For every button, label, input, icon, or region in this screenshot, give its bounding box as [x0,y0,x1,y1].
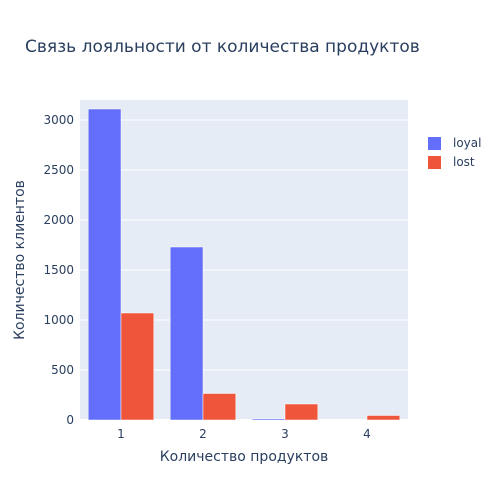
bar-lost-4[interactable] [366,415,401,421]
legend-item-lost[interactable]: lost [428,155,475,169]
y-tick-label: 500 [51,363,74,377]
y-tick-label: 0 [66,413,74,427]
y-tick-label: 1500 [43,263,74,277]
x-axis-ticks: 1 2 3 4 [117,427,371,441]
x-tick-label: 3 [281,427,289,441]
bar-lost-2[interactable] [202,393,237,421]
y-axis-title: Количество клиентов [12,180,28,340]
bar-lost-1[interactable] [120,312,155,421]
chart-title: Связь лояльности от количества продуктов [25,37,420,57]
y-axis-ticks: 0 500 1000 1500 2000 2500 3000 [43,113,74,427]
x-tick-label: 1 [117,427,125,441]
bars [87,108,401,421]
x-tick-label: 2 [199,427,207,441]
legend-swatch [428,156,441,169]
bar-loyal-2[interactable] [169,246,204,421]
legend-item-loyal[interactable]: loyal [428,136,481,150]
x-tick-label: 4 [363,427,371,441]
legend-swatch [428,137,441,150]
legend-label: loyal [453,136,481,150]
y-tick-label: 3000 [43,113,74,127]
bar-lost-3[interactable] [284,403,319,421]
bar-loyal-3[interactable] [251,418,286,421]
x-axis-title: Количество продуктов [160,449,329,465]
y-tick-label: 2500 [43,163,74,177]
legend: loyal lost [428,136,481,169]
y-tick-label: 2000 [43,213,74,227]
legend-label: lost [453,155,475,169]
bar-loyal-1[interactable] [87,108,122,421]
y-tick-label: 1000 [43,313,74,327]
